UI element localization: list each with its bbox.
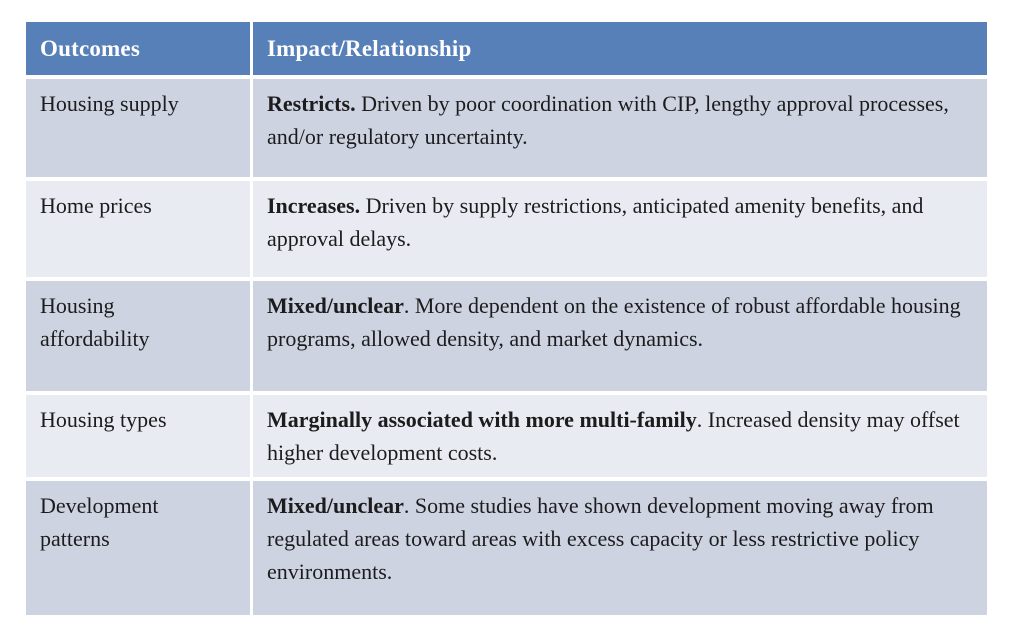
outcome-text: Housing supply (40, 91, 179, 116)
impact-lead-text: Restricts. (267, 91, 356, 116)
outcome-text: Development patterns (40, 493, 159, 551)
impact-lead-text: Marginally associated with more multi-fa… (267, 407, 697, 432)
outcome-text: Home prices (40, 193, 152, 218)
table-header-row: Outcomes Impact/Relationship (26, 22, 987, 75)
column-header-outcomes: Outcomes (26, 22, 250, 75)
impact-detail-text: . Some studies have shown development mo… (267, 493, 934, 584)
outcome-cell: Home prices (26, 181, 250, 277)
column-header-outcomes-label: Outcomes (40, 35, 140, 61)
impact-lead-text: Increases. (267, 193, 361, 218)
outcome-text: Housing affordability (40, 293, 150, 351)
impact-detail-text: . More dependent on the existence of rob… (267, 293, 961, 351)
impact-cell: Restricts. Driven by poor coordination w… (253, 79, 987, 177)
impact-cell: Marginally associated with more multi-fa… (253, 395, 987, 477)
outcome-cell: Development patterns (26, 481, 250, 615)
impact-detail-text: Driven by poor coordination with CIP, le… (267, 91, 949, 149)
table-row: Development patterns Mixed/unclear. Some… (26, 481, 987, 615)
table-row: Home prices Increases. Driven by supply … (26, 181, 987, 277)
impact-lead-text: Mixed/unclear (267, 293, 404, 318)
table-row: Housing supply Restricts. Driven by poor… (26, 79, 987, 177)
impact-detail-text: Driven by supply restrictions, anticipat… (267, 193, 924, 251)
column-header-impact-relationship: Impact/Relationship (253, 22, 987, 75)
table-row: Housing affordability Mixed/unclear. Mor… (26, 281, 987, 391)
outcomes-impact-table: Outcomes Impact/Relationship Housing sup… (26, 22, 987, 615)
outcome-cell: Housing supply (26, 79, 250, 177)
column-header-impact-relationship-label: Impact/Relationship (267, 35, 472, 61)
table-row: Housing types Marginally associated with… (26, 395, 987, 477)
outcome-cell: Housing affordability (26, 281, 250, 391)
impact-cell: Mixed/unclear. More dependent on the exi… (253, 281, 987, 391)
impact-cell: Mixed/unclear. Some studies have shown d… (253, 481, 987, 615)
impact-cell: Increases. Driven by supply restrictions… (253, 181, 987, 277)
impact-detail-text: . Increased density may offset higher de… (267, 407, 960, 465)
outcome-cell: Housing types (26, 395, 250, 477)
outcome-text: Housing types (40, 407, 167, 432)
impact-lead-text: Mixed/unclear (267, 493, 404, 518)
